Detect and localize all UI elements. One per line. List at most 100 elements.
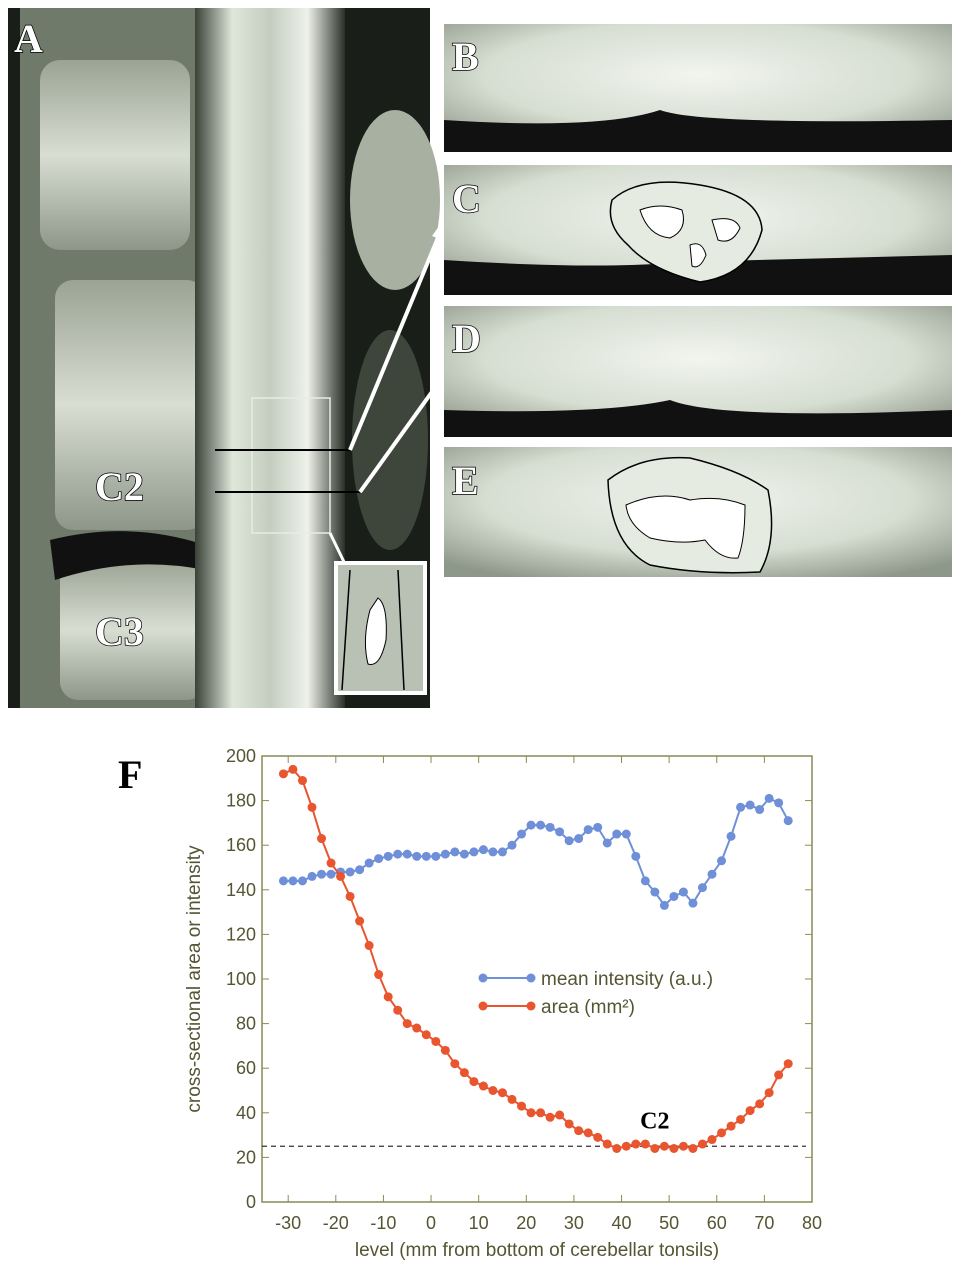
- data-point: [584, 825, 593, 834]
- y-tick-label: 120: [226, 924, 256, 944]
- data-point: [612, 1144, 621, 1153]
- data-point: [498, 1088, 507, 1097]
- data-point: [669, 1144, 678, 1153]
- data-point: [555, 1111, 564, 1120]
- data-point: [441, 1046, 450, 1055]
- x-tick-label: 80: [802, 1213, 822, 1233]
- x-tick-label: 40: [612, 1213, 632, 1233]
- data-point: [622, 1142, 631, 1151]
- y-tick-label: 180: [226, 791, 256, 811]
- data-point: [736, 1115, 745, 1124]
- figure-canvas: A B C D E C2 C3 F 0204060801001201401601…: [0, 0, 960, 1264]
- data-point: [536, 821, 545, 830]
- data-point: [384, 852, 393, 861]
- y-tick-label: 80: [236, 1014, 256, 1034]
- panel-label: E: [452, 458, 479, 503]
- data-point: [346, 892, 355, 901]
- data-point: [308, 872, 317, 881]
- data-point: [298, 876, 307, 885]
- data-point: [622, 830, 631, 839]
- panel-a-image: [8, 8, 456, 708]
- data-point: [412, 1024, 421, 1033]
- y-tick-label: 0: [246, 1192, 256, 1212]
- data-point: [593, 1133, 602, 1142]
- data-point: [517, 830, 526, 839]
- legend-label: mean intensity (a.u.): [541, 969, 713, 990]
- data-point: [717, 856, 726, 865]
- x-tick-label: 70: [754, 1213, 774, 1233]
- data-point: [527, 1108, 536, 1117]
- data-point: [498, 847, 507, 856]
- data-point: [660, 901, 669, 910]
- data-point: [365, 941, 374, 950]
- data-point: [631, 852, 640, 861]
- data-point: [603, 1140, 612, 1149]
- panel-label: B: [452, 34, 479, 79]
- data-point: [755, 1099, 764, 1108]
- y-tick-label: 140: [226, 880, 256, 900]
- data-point: [365, 859, 374, 868]
- data-point: [488, 1086, 497, 1095]
- data-point: [355, 917, 364, 926]
- legend-swatch: [527, 1002, 536, 1011]
- data-point: [546, 823, 555, 832]
- y-tick-label: 60: [236, 1058, 256, 1078]
- panel-label: F: [118, 752, 142, 797]
- x-tick-label: 20: [516, 1213, 536, 1233]
- data-point: [679, 888, 688, 897]
- legend-label: area (mm²): [541, 997, 635, 1018]
- cross-sections: [444, 24, 952, 577]
- data-point: [708, 1135, 717, 1144]
- data-point: [327, 859, 336, 868]
- data-point: [565, 836, 574, 845]
- data-point: [308, 803, 317, 812]
- data-point: [650, 888, 659, 897]
- data-point: [631, 1140, 640, 1149]
- data-point: [450, 847, 459, 856]
- panel-label: D: [452, 316, 481, 361]
- data-point: [469, 1077, 478, 1086]
- vertebra-label: C3: [95, 609, 144, 654]
- data-point: [688, 1144, 697, 1153]
- data-point: [460, 850, 469, 859]
- data-point: [384, 992, 393, 1001]
- data-point: [679, 1142, 688, 1151]
- data-point: [508, 1095, 517, 1104]
- data-point: [584, 1128, 593, 1137]
- panel-label: C: [452, 176, 481, 221]
- data-point: [336, 872, 345, 881]
- data-point: [784, 816, 793, 825]
- data-point: [517, 1102, 526, 1111]
- data-point: [727, 1122, 736, 1131]
- x-tick-label: -20: [323, 1213, 349, 1233]
- y-tick-label: 20: [236, 1147, 256, 1167]
- legend-swatch: [479, 974, 488, 983]
- data-point: [431, 852, 440, 861]
- data-point: [565, 1119, 574, 1128]
- x-tick-label: 0: [426, 1213, 436, 1233]
- panel-label: A: [14, 16, 43, 61]
- data-point: [650, 1144, 659, 1153]
- data-point: [403, 850, 412, 859]
- data-point: [422, 1030, 431, 1039]
- data-point: [736, 803, 745, 812]
- y-tick-label: 100: [226, 969, 256, 989]
- data-point: [536, 1108, 545, 1117]
- series-line: [283, 798, 788, 905]
- data-point: [603, 838, 612, 847]
- data-point: [374, 854, 383, 863]
- data-point: [327, 870, 336, 879]
- data-point: [574, 1126, 583, 1135]
- data-point: [698, 1140, 707, 1149]
- figure: A B C D E C2 C3 F 0204060801001201401601…: [0, 0, 960, 1264]
- data-point: [546, 1113, 555, 1122]
- data-point: [593, 823, 602, 832]
- data-point: [555, 827, 564, 836]
- data-point: [479, 845, 488, 854]
- data-point: [508, 841, 517, 850]
- data-point: [717, 1128, 726, 1137]
- data-point: [774, 798, 783, 807]
- x-tick-label: 10: [469, 1213, 489, 1233]
- data-point: [688, 899, 697, 908]
- series-line: [283, 769, 788, 1148]
